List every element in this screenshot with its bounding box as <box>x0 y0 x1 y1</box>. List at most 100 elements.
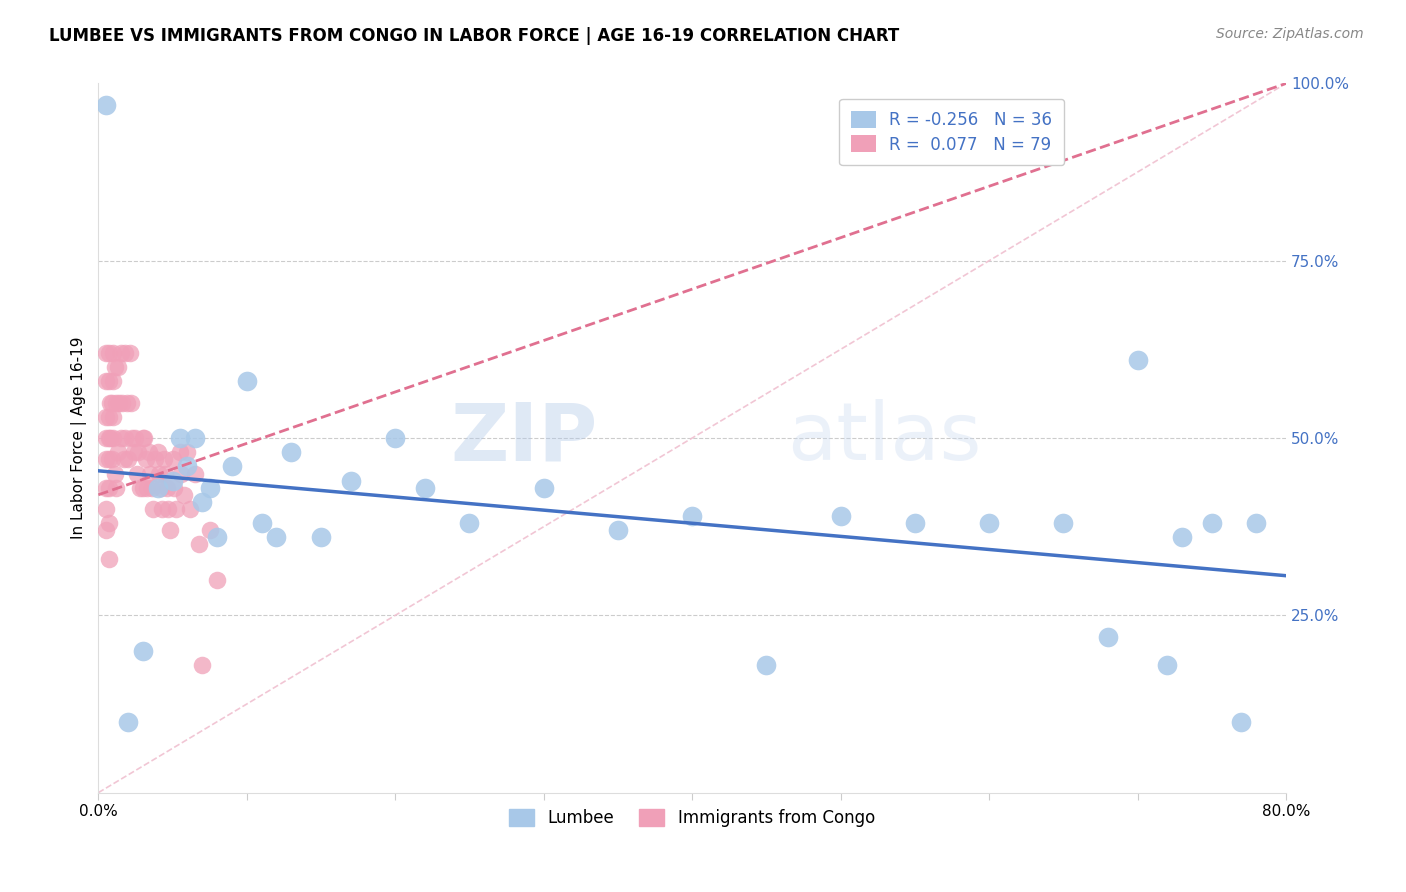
Point <box>103 431 125 445</box>
Point <box>150 502 173 516</box>
Point <box>1171 530 1194 544</box>
Point <box>104 467 127 481</box>
Point <box>103 374 125 388</box>
Point <box>136 481 159 495</box>
Point <box>205 530 228 544</box>
Point <box>280 445 302 459</box>
Point <box>132 431 155 445</box>
Point <box>1052 516 1074 530</box>
Point <box>176 445 198 459</box>
Point <box>458 516 481 530</box>
Point <box>1126 353 1149 368</box>
Point <box>110 346 132 360</box>
Point <box>191 495 214 509</box>
Point <box>153 467 176 481</box>
Point <box>98 395 121 409</box>
Point <box>108 395 131 409</box>
Point <box>156 481 179 495</box>
Point <box>110 431 132 445</box>
Point <box>107 360 129 375</box>
Point <box>188 537 211 551</box>
Point <box>97 481 120 495</box>
Point <box>146 445 169 459</box>
Point <box>148 467 170 481</box>
Point <box>94 431 117 445</box>
Point <box>104 360 127 375</box>
Point <box>132 644 155 658</box>
Point <box>165 502 187 516</box>
Point <box>94 523 117 537</box>
Text: atlas: atlas <box>787 399 981 477</box>
Point <box>94 502 117 516</box>
Point <box>250 516 273 530</box>
Point <box>184 431 207 445</box>
Point <box>755 658 778 673</box>
Point <box>94 346 117 360</box>
Point <box>1246 516 1268 530</box>
Point <box>533 481 555 495</box>
Point <box>606 523 628 537</box>
Point <box>97 346 120 360</box>
Legend: Lumbee, Immigrants from Congo: Lumbee, Immigrants from Congo <box>503 803 882 834</box>
Point <box>134 431 156 445</box>
Point <box>152 452 174 467</box>
Point <box>117 714 139 729</box>
Point <box>97 374 120 388</box>
Point <box>97 409 120 424</box>
Point <box>162 452 184 467</box>
Point <box>163 481 186 495</box>
Point <box>176 459 198 474</box>
Text: Source: ZipAtlas.com: Source: ZipAtlas.com <box>1216 27 1364 41</box>
Point <box>159 523 181 537</box>
Point <box>139 467 162 481</box>
Point <box>112 452 135 467</box>
Point <box>115 395 138 409</box>
Point <box>1201 516 1223 530</box>
Point <box>135 452 157 467</box>
Point <box>191 658 214 673</box>
Point <box>97 431 120 445</box>
Point <box>1230 714 1253 729</box>
Point <box>830 509 852 524</box>
Point <box>100 395 122 409</box>
Point <box>162 474 184 488</box>
Point <box>236 374 259 388</box>
Point <box>97 516 120 530</box>
Point <box>142 502 165 516</box>
Point <box>98 431 121 445</box>
Point <box>1156 658 1178 673</box>
Point <box>169 431 191 445</box>
Point <box>114 431 136 445</box>
Point <box>198 523 221 537</box>
Point <box>97 551 120 566</box>
Point <box>122 445 145 459</box>
Point <box>114 346 136 360</box>
Point <box>121 431 143 445</box>
Point <box>94 481 117 495</box>
Point <box>904 516 927 530</box>
Point <box>221 459 243 474</box>
Point <box>157 502 180 516</box>
Point <box>977 516 1000 530</box>
Point <box>94 452 117 467</box>
Point <box>179 502 201 516</box>
Point <box>205 573 228 587</box>
Point <box>94 97 117 112</box>
Point <box>413 481 436 495</box>
Y-axis label: In Labor Force | Age 16-19: In Labor Force | Age 16-19 <box>72 337 87 540</box>
Point <box>143 452 166 467</box>
Point <box>309 530 332 544</box>
Point <box>266 530 288 544</box>
Point <box>94 374 117 388</box>
Point <box>384 431 406 445</box>
Point <box>146 481 169 495</box>
Point <box>132 481 155 495</box>
Point <box>125 467 148 481</box>
Point <box>138 445 160 459</box>
Point <box>100 452 122 467</box>
Point <box>107 445 129 459</box>
Point <box>103 346 125 360</box>
Point <box>103 409 125 424</box>
Point <box>184 467 207 481</box>
Point <box>170 467 193 481</box>
